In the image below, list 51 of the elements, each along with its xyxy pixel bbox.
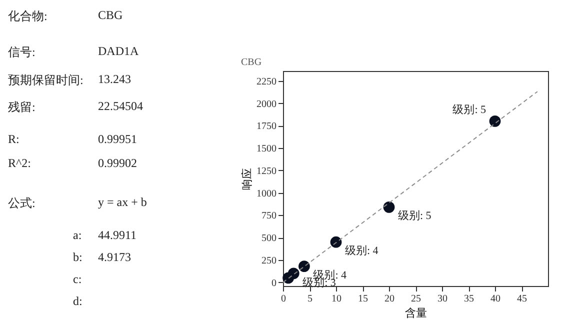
text: 公式: bbox=[8, 195, 36, 212]
x-tick-label: 10 bbox=[332, 294, 342, 304]
annotation: 级别: 5 bbox=[398, 210, 432, 222]
text: 化合物: bbox=[8, 8, 48, 25]
text: 0.99902 bbox=[98, 156, 137, 171]
x-axis-title: 含量 bbox=[405, 306, 427, 320]
text: 信号: bbox=[8, 44, 36, 61]
x-tick-label: 40 bbox=[490, 294, 500, 304]
text: R^2: bbox=[8, 156, 31, 171]
text: CBG bbox=[98, 8, 123, 23]
text: 残留: bbox=[8, 99, 36, 116]
x-tick-label: 25 bbox=[411, 294, 421, 304]
text: 预期保留时间: bbox=[8, 72, 84, 89]
text: c: bbox=[73, 272, 82, 287]
text: 13.243 bbox=[98, 72, 131, 87]
y-tick-label: 500 bbox=[262, 233, 276, 244]
chart-title: CBG bbox=[241, 57, 262, 68]
text: 22.54504 bbox=[98, 99, 143, 114]
text: y = ax + b bbox=[98, 195, 147, 210]
y-tick-label: 0 bbox=[272, 278, 276, 289]
y-tick-label: 1250 bbox=[256, 166, 276, 177]
annotation: 级别: 4 bbox=[345, 245, 379, 258]
text: d: bbox=[73, 294, 82, 309]
y-tick-label: 1000 bbox=[256, 188, 276, 200]
y-tick-label: 2250 bbox=[256, 76, 276, 88]
y-tick-label: 2000 bbox=[256, 98, 276, 110]
point bbox=[330, 236, 342, 248]
text: 4.9173 bbox=[98, 250, 131, 265]
x-tick-label: 15 bbox=[358, 294, 368, 304]
point bbox=[489, 115, 501, 127]
x-tick-label: 20 bbox=[384, 294, 394, 304]
x-tick-label: 5 bbox=[308, 294, 312, 304]
y-tick-label: 1750 bbox=[256, 121, 276, 132]
point bbox=[383, 201, 395, 213]
y-tick-label: 250 bbox=[262, 256, 276, 267]
x-tick-label: 0 bbox=[281, 294, 286, 304]
x-tick-label: 35 bbox=[464, 294, 474, 304]
point bbox=[298, 260, 310, 272]
text: 44.9911 bbox=[98, 228, 137, 243]
annotation: 级别: 5 bbox=[452, 104, 486, 116]
text: b: bbox=[73, 250, 82, 265]
x-tick-label: 45 bbox=[517, 294, 527, 304]
x-tick-label: 30 bbox=[438, 294, 448, 304]
point bbox=[288, 268, 300, 280]
text: 0.99951 bbox=[98, 132, 137, 147]
text: DAD1A bbox=[98, 44, 139, 59]
y-axis-title: 响应 bbox=[240, 168, 254, 190]
y-tick-label: 1500 bbox=[256, 144, 276, 155]
text: R: bbox=[8, 132, 20, 147]
y-tick-label: 750 bbox=[262, 210, 276, 222]
text: a: bbox=[73, 228, 82, 243]
